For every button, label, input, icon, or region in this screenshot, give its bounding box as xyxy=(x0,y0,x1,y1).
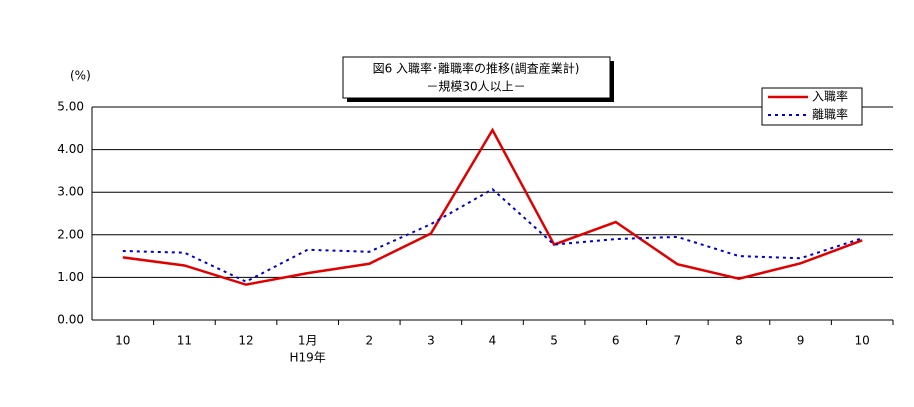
y-axis-label: (%) xyxy=(70,69,91,83)
chart-subtitle: －規模30人以上－ xyxy=(426,79,525,94)
x-tick-label: 1月 xyxy=(298,334,318,348)
x-tick-label: 3 xyxy=(427,334,435,348)
legend-label: 離職率 xyxy=(812,107,848,122)
y-tick-label: 3.00 xyxy=(57,185,84,199)
x-tick-label: 9 xyxy=(797,334,805,348)
y-tick-label: 5.00 xyxy=(57,100,84,114)
x-tick-label: 12 xyxy=(238,334,253,348)
x-tick-label: 10 xyxy=(855,334,870,348)
y-tick-label: 2.00 xyxy=(57,227,84,241)
series-line xyxy=(122,187,863,283)
legend-box xyxy=(761,87,863,126)
x-tick-label: 4 xyxy=(489,334,497,348)
x-tick-label: 10 xyxy=(115,334,130,348)
x-tick-label: 5 xyxy=(550,334,558,348)
chart-title: 図6 入職率･離職率の推移(調査産業計) xyxy=(373,61,580,76)
x-tick-label: 11 xyxy=(177,334,192,348)
y-tick-label: 4.00 xyxy=(57,142,84,156)
title-box xyxy=(342,56,611,99)
legend-label: 入職率 xyxy=(812,89,848,104)
x-tick-label: 2 xyxy=(365,334,373,348)
y-tick-label: 0.00 xyxy=(57,313,84,327)
series-line xyxy=(122,127,863,286)
x-tick-label: 6 xyxy=(612,334,620,348)
y-tick-label: 1.00 xyxy=(57,270,84,284)
year-label: H19年 xyxy=(290,351,326,365)
x-tick-label: 8 xyxy=(735,334,743,348)
x-tick-label: 7 xyxy=(674,334,682,348)
